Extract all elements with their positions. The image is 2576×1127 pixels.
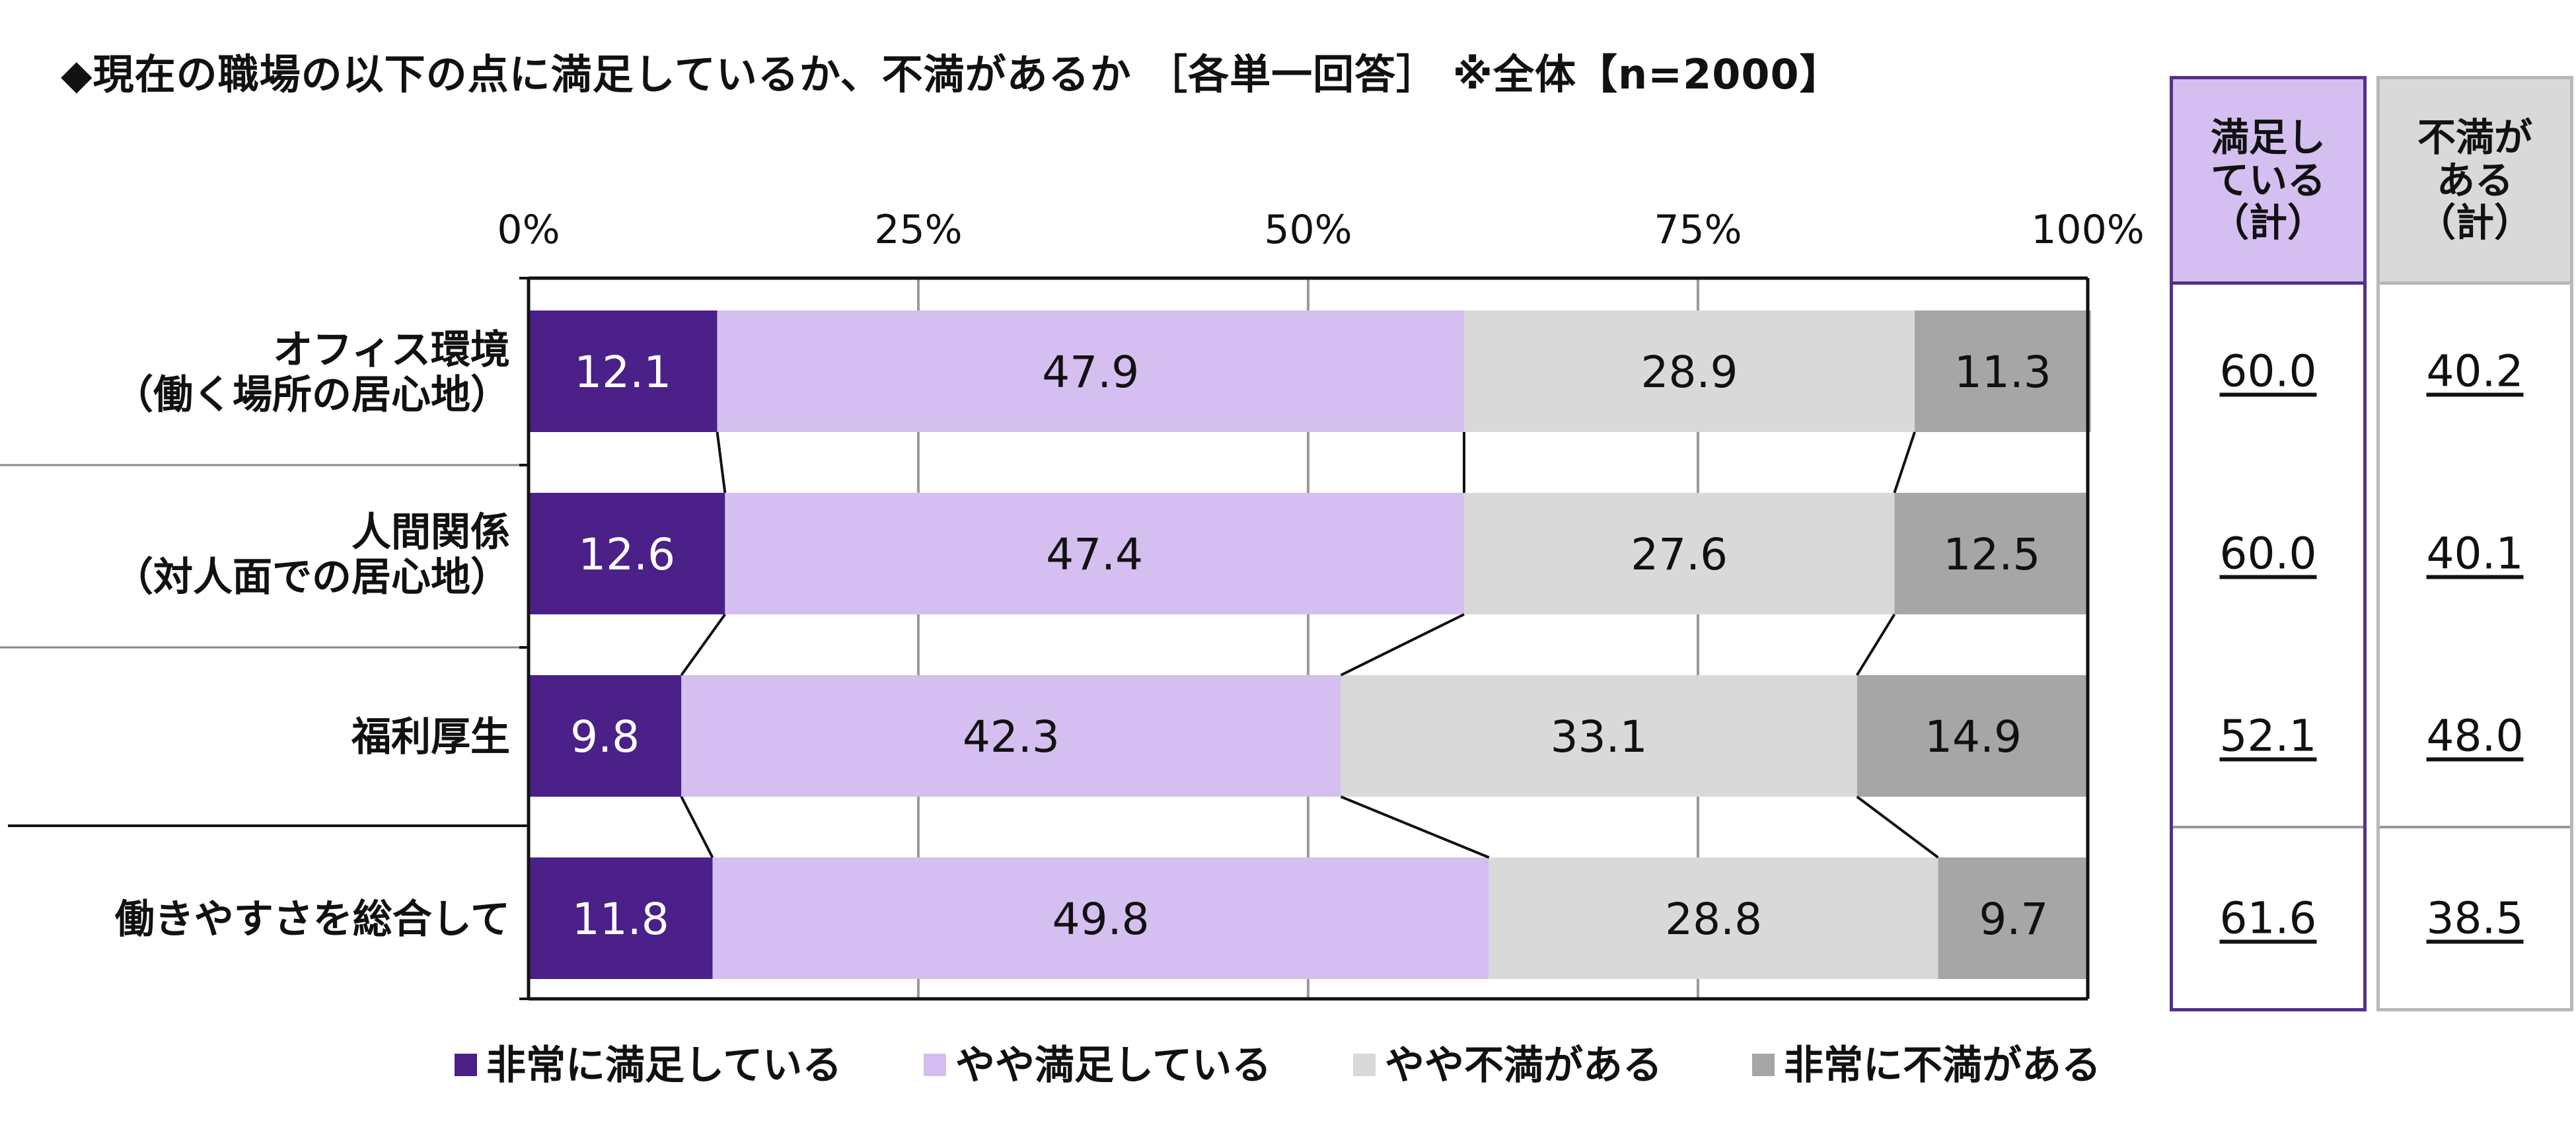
data-label: 27.6 xyxy=(1631,529,1728,580)
data-label: 11.8 xyxy=(572,894,669,945)
legend-label: やや満足している xyxy=(955,1042,1271,1089)
category-label: （働く場所の居心地） xyxy=(114,372,510,418)
legend-swatch xyxy=(924,1054,946,1076)
stacked-bar-chart: 0% 25% 50% 75% 100% 12.1 47.9 28.9 11.3 オフィス環境（働く… xyxy=(0,207,2145,1089)
legend-swatch xyxy=(455,1054,477,1076)
data-label: 47.9 xyxy=(1042,347,1139,398)
connector-line xyxy=(1340,613,1465,676)
bar-segment xyxy=(1341,675,1857,797)
data-label: 14.9 xyxy=(1925,711,2022,762)
satisfied-total-value: 52.1 xyxy=(2219,710,2317,762)
data-label: 9.8 xyxy=(570,711,640,762)
bar-segment xyxy=(529,857,713,979)
connector-line xyxy=(1893,431,1916,493)
connector-line xyxy=(1856,613,1896,676)
category-label: オフィス環境 xyxy=(273,327,510,373)
dissatisfied-total-value: 38.5 xyxy=(2426,892,2524,944)
category-label: 福利厚生 xyxy=(351,714,510,760)
connector-line xyxy=(1856,795,1939,859)
x-tick-label: 25% xyxy=(874,207,962,253)
category-label: 人間関係 xyxy=(351,509,510,556)
data-label: 42.3 xyxy=(963,711,1060,762)
data-label: 12.5 xyxy=(1943,529,2040,580)
data-label: 12.6 xyxy=(578,529,675,580)
connector-line xyxy=(716,431,727,493)
x-tick-label: 0% xyxy=(497,207,560,253)
satisfied-total-column: 60.0 60.0 52.1 61.6 xyxy=(2170,285,2367,1011)
bar-segment xyxy=(1464,493,1895,614)
data-label: 49.8 xyxy=(1052,894,1150,945)
category-label: （対人面での居心地） xyxy=(114,554,510,600)
legend-label: 非常に不満がある xyxy=(1784,1042,2101,1089)
satisfied-total-header: 満足し ている （計） xyxy=(2170,76,2367,285)
bar-segment xyxy=(529,493,725,614)
bar-segment xyxy=(1489,857,1938,979)
x-tick-label: 100% xyxy=(2031,207,2145,253)
bar-segment xyxy=(1857,675,2090,797)
satisfied-total-value: 61.6 xyxy=(2219,892,2317,944)
dissatisfied-total-value: 40.2 xyxy=(2426,345,2524,397)
x-tick-label: 50% xyxy=(1264,207,1352,253)
connector-line xyxy=(680,796,714,858)
bar-segment xyxy=(725,493,1464,614)
chart-title: ◆現在の職場の以下の点に満足しているか、不満があるか ［各単一回答］ ※全体【n… xyxy=(61,50,1841,98)
legend-label: 非常に満足している xyxy=(486,1042,842,1089)
category-label: 働きやすさを総合して xyxy=(115,896,510,943)
bar-segment xyxy=(681,675,1341,797)
satisfied-total-value: 60.0 xyxy=(2219,345,2317,397)
data-label: 12.1 xyxy=(574,347,671,398)
legend-swatch xyxy=(1752,1054,1775,1076)
dissatisfied-total-column: 40.2 40.1 48.0 38.5 xyxy=(2376,285,2573,1011)
bar-segment xyxy=(529,675,682,797)
bar-segment xyxy=(1894,493,2090,614)
data-label: 11.3 xyxy=(1954,347,2051,398)
bar-segment xyxy=(529,310,718,432)
data-label: 47.4 xyxy=(1046,529,1143,580)
x-tick-label: 75% xyxy=(1654,207,1742,253)
dissatisfied-total-value: 48.0 xyxy=(2426,710,2524,762)
bar-segment xyxy=(712,857,1489,979)
total-column-separator xyxy=(2173,826,2363,828)
bar-segment xyxy=(717,310,1464,432)
bar-segment xyxy=(1915,310,2091,432)
satisfied-total-value: 60.0 xyxy=(2219,528,2317,579)
data-label: 28.8 xyxy=(1665,894,1762,945)
legend-swatch xyxy=(1353,1054,1376,1076)
connector-line xyxy=(1340,795,1490,859)
legend-label: やや不満がある xyxy=(1385,1042,1662,1089)
connector-line xyxy=(680,613,726,676)
bar-segment xyxy=(1464,310,1915,432)
total-column-separator xyxy=(2380,826,2570,828)
data-label: 28.9 xyxy=(1641,347,1738,398)
bar-segment xyxy=(1938,857,2090,979)
data-label: 33.1 xyxy=(1551,711,1648,762)
data-label: 9.7 xyxy=(1979,894,2048,945)
dissatisfied-total-header: 不満が ある （計） xyxy=(2376,76,2573,285)
dissatisfied-total-value: 40.1 xyxy=(2426,528,2524,579)
